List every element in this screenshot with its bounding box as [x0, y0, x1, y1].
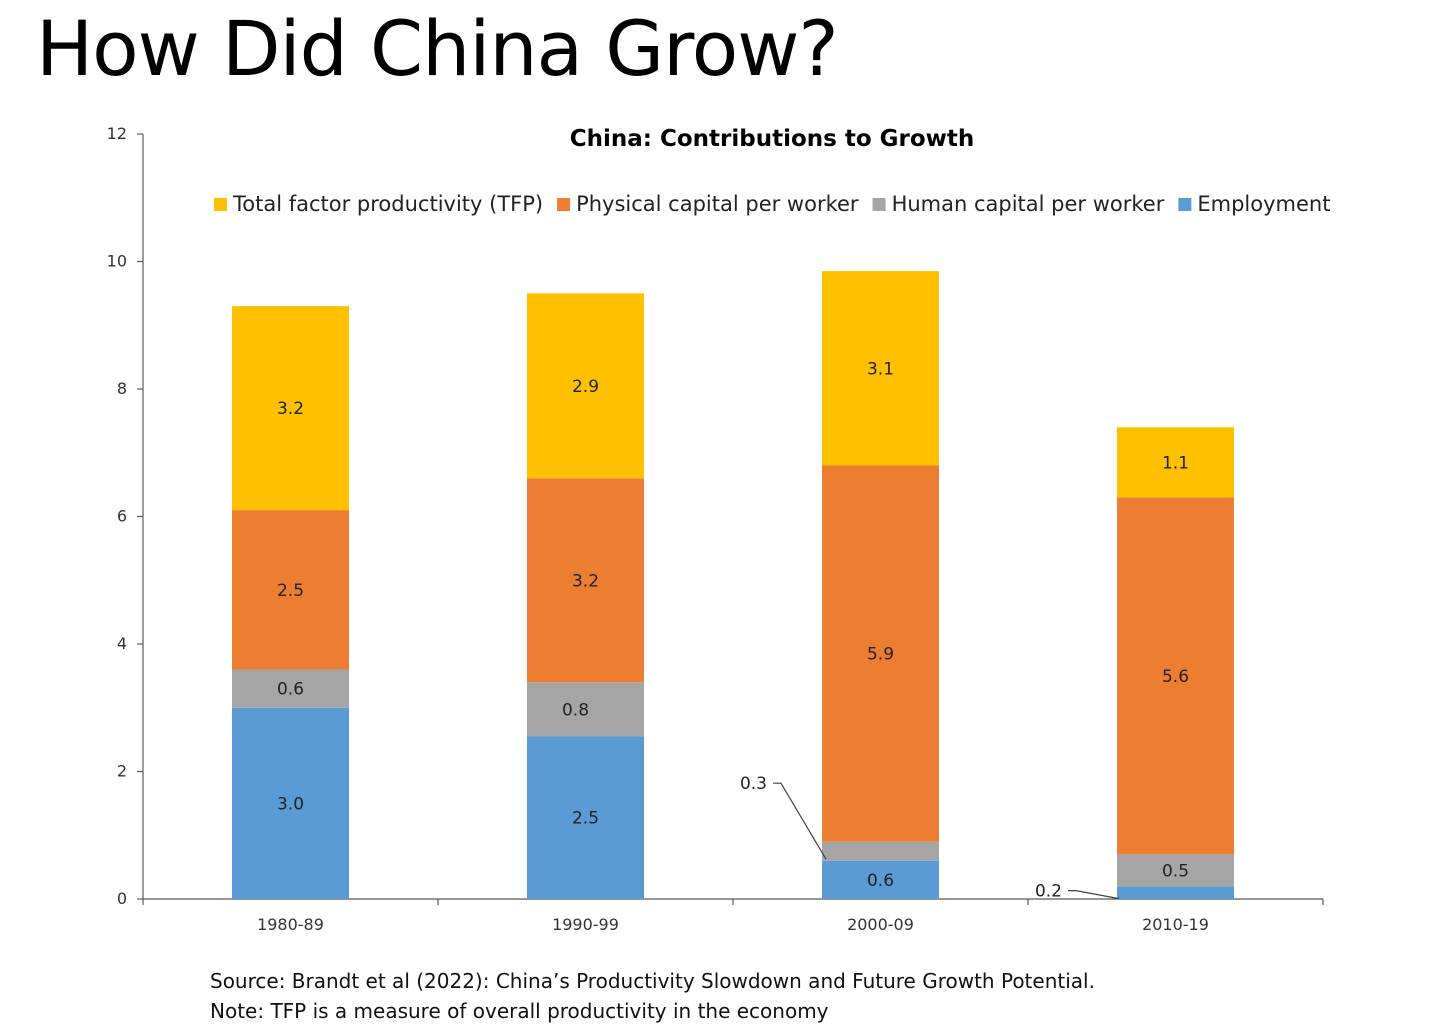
- y-tick-label: 2: [117, 762, 127, 781]
- y-tick-label: 10: [107, 252, 127, 271]
- y-tick-label: 4: [117, 634, 127, 653]
- chart-title: China: Contributions to Growth: [570, 126, 975, 152]
- y-tick-label: 8: [117, 379, 127, 398]
- x-tick-label-2010-19: 2010-19: [1142, 915, 1209, 934]
- data-label-human-capital-per-worker-1980-89: 0.6: [277, 680, 304, 700]
- y-tick-label: 12: [107, 124, 127, 143]
- data-label-total-factor-productivity-tfp-2010-19: 1.1: [1162, 453, 1189, 473]
- slide-title: How Did China Grow?: [36, 4, 839, 93]
- leader-line-employment-2010-19: [1068, 890, 1120, 900]
- data-label-human-capital-per-worker-2010-19: 0.5: [1162, 861, 1189, 881]
- bar-employment-1980-89: [232, 707, 349, 899]
- bars-group: [232, 271, 1234, 899]
- legend-swatch-employment: [1178, 198, 1192, 211]
- source-note: Source: Brandt et al (2022): China’s Pro…: [210, 969, 1095, 993]
- y-tick-label: 6: [117, 507, 127, 526]
- legend-label-human-capital-per-worker: Human capital per worker: [892, 192, 1165, 216]
- data-labels-group: 3.0 0.6 2.5 3.2 2.5 0.8 3.2 2.9 0.6 0.3 5.9 3.1 0.2 0…: [277, 359, 1189, 901]
- bar-total-factor-productivity-tfp-1980-89: [232, 306, 349, 511]
- bar-total-factor-productivity-tfp-1990-99: [527, 293, 644, 479]
- data-label-total-factor-productivity-tfp-1980-89: 3.2: [277, 399, 304, 419]
- data-label-total-factor-productivity-tfp-2000-09: 3.1: [867, 359, 894, 379]
- legend-label-physical-capital-per-worker: Physical capital per worker: [576, 192, 859, 216]
- legend-swatch-human-capital-per-worker: [872, 198, 886, 211]
- legend-swatch-total-factor-productivity-tfp: [214, 198, 227, 211]
- y-tick-label: 0: [117, 889, 127, 908]
- bar-human-capital-per-worker-2000-09: [822, 841, 939, 861]
- data-label-physical-capital-per-worker-2010-19: 5.6: [1162, 667, 1189, 687]
- bar-physical-capital-per-worker-2010-19: [1117, 497, 1234, 855]
- chart-legend: Total factor productivity (TFP) Physical …: [214, 192, 1330, 216]
- bar-total-factor-productivity-tfp-2000-09: [822, 271, 939, 466]
- data-label-human-capital-per-worker-1990-99: 0.8: [562, 700, 589, 720]
- x-tick-label-1980-89: 1980-89: [257, 915, 324, 934]
- bar-total-factor-productivity-tfp-2010-19: [1117, 427, 1234, 498]
- bar-physical-capital-per-worker-2000-09: [822, 465, 939, 842]
- legend-label-total-factor-productivity-tfp: Total factor productivity (TFP): [232, 192, 543, 216]
- data-label-employment-2010-19: 0.2: [1035, 882, 1062, 902]
- tfp-note: Note: TFP is a measure of overall produc…: [210, 999, 829, 1023]
- leader-line-human-capital-per-worker-2000-09: [773, 782, 827, 860]
- legend-label-employment: Employment: [1197, 192, 1330, 216]
- bar-physical-capital-per-worker-1990-99: [527, 478, 644, 683]
- data-label-physical-capital-per-worker-2000-09: 5.9: [867, 645, 894, 665]
- data-label-physical-capital-per-worker-1990-99: 3.2: [572, 571, 599, 591]
- data-label-employment-1990-99: 2.5: [572, 809, 599, 829]
- data-label-physical-capital-per-worker-1980-89: 2.5: [277, 581, 304, 601]
- data-label-human-capital-per-worker-2000-09: 0.3: [740, 774, 767, 794]
- bar-employment-1990-99: [527, 736, 644, 899]
- data-label-total-factor-productivity-tfp-1990-99: 2.9: [572, 377, 599, 397]
- bar-human-capital-per-worker-1980-89: [232, 669, 349, 708]
- bar-employment-2010-19: [1117, 886, 1234, 899]
- bar-physical-capital-per-worker-1980-89: [232, 510, 349, 670]
- bar-human-capital-per-worker-2010-19: [1117, 854, 1234, 887]
- legend-swatch-physical-capital-per-worker: [557, 198, 571, 211]
- x-tick-label-1990-99: 1990-99: [552, 915, 619, 934]
- bar-employment-2000-09: [822, 860, 939, 899]
- data-label-employment-2000-09: 0.6: [867, 871, 894, 891]
- bar-human-capital-per-worker-1990-99: [527, 682, 644, 737]
- x-tick-label-2000-09: 2000-09: [847, 915, 914, 934]
- data-label-employment-1980-89: 3.0: [277, 794, 304, 814]
